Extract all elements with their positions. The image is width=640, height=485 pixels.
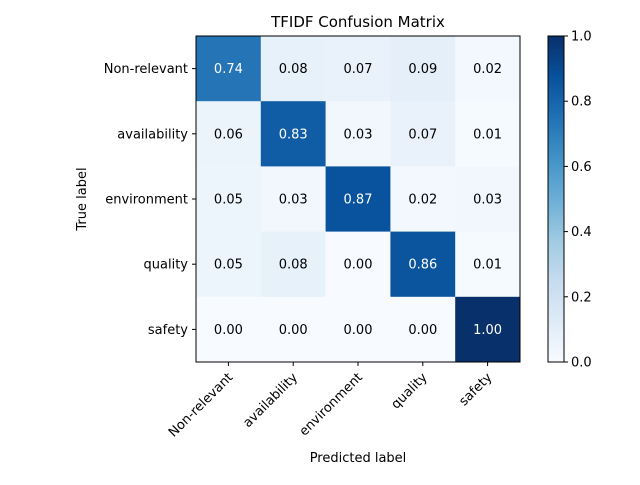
heatmap-cell (196, 36, 262, 102)
heatmap-cell-label: 0.08 (279, 258, 308, 273)
heatmap-cell-label: 0.83 (279, 127, 308, 142)
x-tick-label: quality (389, 370, 431, 412)
colorbar-tick-label: 0.0 (571, 356, 592, 371)
y-tick-label: quality (144, 258, 189, 273)
x-tick-label: Non-relevant (166, 370, 236, 440)
x-tick-label: environment (297, 370, 366, 439)
heatmap-cell (325, 296, 391, 363)
heatmap-cell-label: 0.00 (279, 323, 308, 338)
heatmap-cell (390, 296, 456, 363)
y-tick-label: Non-relevant (104, 62, 188, 77)
heatmap-cell-label: 0.00 (408, 323, 437, 338)
heatmap-cell (196, 101, 262, 167)
heatmap-cell-label: 0.02 (473, 62, 502, 77)
colorbar-tick-label: 0.8 (571, 95, 592, 110)
heatmap-cell-labels: 0.74 0.08 0.07 0.09 0.02 0.06 0.83 0.03 0.07 0.01… (214, 62, 502, 338)
heatmap-cell (260, 166, 327, 233)
heatmap-cell (260, 36, 327, 102)
heatmap-cell-label: 0.00 (344, 258, 373, 273)
heatmap-cell-label: 0.00 (214, 323, 243, 338)
heatmap-cell-label: 0.86 (408, 258, 437, 273)
heatmap-cell (325, 166, 391, 233)
heatmap-cell (455, 36, 521, 102)
heatmap-cell (196, 296, 262, 363)
heatmap-cell-label: 0.09 (408, 62, 437, 77)
heatmap-cell (455, 296, 521, 363)
heatmap-cell-label: 0.05 (214, 258, 243, 273)
y-tick-label: availability (117, 127, 188, 142)
heatmap-cell-label: 0.03 (279, 193, 308, 208)
heatmap-cell-label: 0.08 (279, 62, 308, 77)
heatmap-cell (260, 231, 327, 298)
colorbar-tick-label: 0.2 (571, 290, 592, 305)
heatmap-cell (196, 166, 262, 233)
heatmap-cell (196, 231, 262, 298)
heatmap-cell (455, 101, 521, 167)
x-tick-label: safety (456, 370, 495, 409)
chart-title: TFIDF Confusion Matrix (270, 13, 445, 31)
colorbar-ticks: 0.0 0.2 0.4 0.6 0.8 1.0 (564, 30, 592, 371)
heatmap-cell-label: 0.03 (473, 193, 502, 208)
heatmap-cell-label: 0.74 (214, 62, 243, 77)
heatmap-cell (325, 231, 391, 298)
heatmap-cell (390, 231, 456, 298)
heatmap-cell-label: 0.02 (408, 193, 437, 208)
heatmap-cell (325, 36, 391, 102)
heatmap-cell (455, 231, 521, 298)
heatmap-cell-label: 0.03 (344, 127, 373, 142)
y-tick-label: safety (148, 323, 188, 338)
y-axis-label: True label (75, 167, 90, 231)
heatmap-cell (455, 166, 521, 233)
colorbar-tick-label: 0.4 (571, 225, 592, 240)
heatmap-cell-label: 0.05 (214, 193, 243, 208)
heatmap-cell (325, 101, 391, 167)
x-axis-label: Predicted label (310, 451, 407, 466)
heatmap-cells (196, 36, 521, 363)
colorbar-tick-label: 1.0 (571, 30, 592, 45)
heatmap-cell (260, 101, 327, 167)
x-tick-label: availability (240, 370, 301, 431)
heatmap-cell-label: 1.00 (473, 323, 502, 338)
heatmap-cell-label: 0.06 (214, 127, 243, 142)
heatmap-cell-label: 0.87 (344, 193, 373, 208)
colorbar (547, 35, 565, 363)
y-tick-label: environment (105, 193, 188, 208)
heatmap-cell (390, 166, 456, 233)
heatmap-cell-label: 0.07 (408, 127, 437, 142)
heatmap-cell-label: 0.01 (473, 258, 502, 273)
heatmap-cell (390, 36, 456, 102)
heatmap-cell-label: 0.01 (473, 127, 502, 142)
heatmap-cell-label: 0.07 (344, 62, 373, 77)
heatmap-cell (260, 296, 327, 363)
heatmap-cell-label: 0.00 (344, 323, 373, 338)
colorbar-tick-label: 0.6 (571, 160, 592, 175)
heatmap-cell (390, 101, 456, 167)
y-axis-ticks: Non-relevant availability environment quali… (104, 62, 196, 338)
